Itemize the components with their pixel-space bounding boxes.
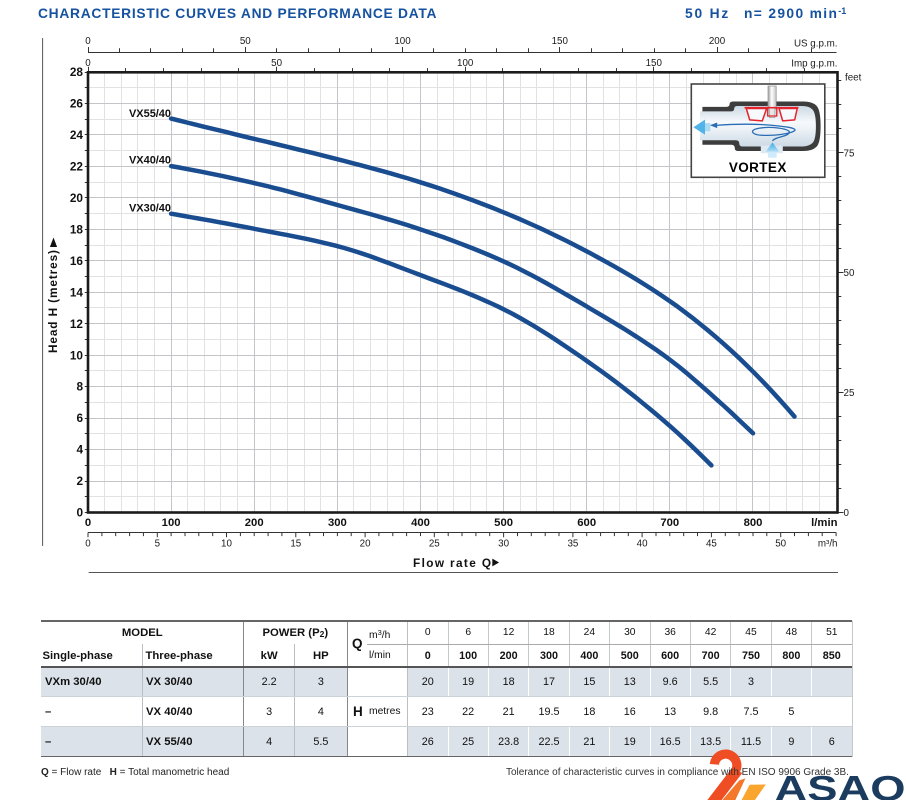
svg-text:VX55/40: VX55/40 bbox=[129, 108, 171, 120]
svg-text:50: 50 bbox=[271, 58, 282, 69]
svg-text:100: 100 bbox=[394, 36, 411, 47]
svg-text:l/min: l/min bbox=[811, 517, 837, 529]
svg-text:200: 200 bbox=[245, 517, 264, 529]
svg-text:6: 6 bbox=[76, 411, 83, 425]
svg-text:300: 300 bbox=[328, 517, 347, 529]
svg-text:25: 25 bbox=[429, 539, 440, 550]
svg-text:500: 500 bbox=[494, 517, 513, 529]
svg-text:8: 8 bbox=[76, 380, 83, 394]
svg-text:ASAO: ASAO bbox=[775, 770, 906, 800]
svg-text:40: 40 bbox=[637, 539, 648, 550]
svg-text:2: 2 bbox=[76, 474, 83, 488]
svg-text:22: 22 bbox=[70, 160, 84, 174]
svg-text:Imp g.p.m.: Imp g.p.m. bbox=[791, 59, 837, 70]
svg-text:600: 600 bbox=[577, 517, 596, 529]
svg-text:16: 16 bbox=[70, 254, 84, 268]
svg-text:100: 100 bbox=[162, 517, 181, 529]
svg-text:0: 0 bbox=[85, 539, 91, 550]
svg-text:12: 12 bbox=[70, 317, 84, 331]
svg-text:0: 0 bbox=[85, 517, 91, 529]
svg-text:10: 10 bbox=[70, 348, 84, 362]
svg-text:35: 35 bbox=[567, 539, 578, 550]
svg-text:VX40/40: VX40/40 bbox=[129, 155, 171, 167]
svg-text:m³/h: m³/h bbox=[818, 539, 838, 550]
svg-text:20: 20 bbox=[70, 191, 84, 205]
svg-text:75: 75 bbox=[844, 148, 855, 159]
svg-text:30: 30 bbox=[498, 539, 509, 550]
svg-text:150: 150 bbox=[646, 58, 663, 69]
svg-text:50: 50 bbox=[844, 268, 855, 279]
svg-text:feet: feet bbox=[845, 73, 862, 84]
svg-text:0: 0 bbox=[85, 36, 91, 47]
svg-text:Head H (metres): Head H (metres) bbox=[46, 250, 60, 353]
svg-text:400: 400 bbox=[411, 517, 430, 529]
svg-text:0: 0 bbox=[844, 508, 850, 519]
svg-text:5: 5 bbox=[155, 539, 161, 550]
svg-text:0: 0 bbox=[76, 506, 83, 520]
svg-text:800: 800 bbox=[744, 517, 763, 529]
svg-text:14: 14 bbox=[70, 285, 84, 299]
svg-text:0: 0 bbox=[85, 58, 91, 69]
svg-text:VORTEX: VORTEX bbox=[729, 160, 787, 175]
svg-text:100: 100 bbox=[457, 58, 474, 69]
svg-text:45: 45 bbox=[706, 539, 717, 550]
svg-text:28: 28 bbox=[70, 65, 84, 79]
svg-text:10: 10 bbox=[221, 539, 232, 550]
svg-text:200: 200 bbox=[709, 36, 726, 47]
svg-text:24: 24 bbox=[70, 128, 84, 142]
svg-text:50: 50 bbox=[775, 539, 786, 550]
svg-text:US g.p.m.: US g.p.m. bbox=[794, 39, 838, 50]
svg-text:50: 50 bbox=[240, 36, 251, 47]
svg-text:700: 700 bbox=[660, 517, 679, 529]
svg-text:26: 26 bbox=[70, 97, 84, 111]
svg-text:20: 20 bbox=[360, 539, 371, 550]
svg-text:15: 15 bbox=[290, 539, 301, 550]
svg-text:18: 18 bbox=[70, 222, 84, 236]
svg-text:VX30/40: VX30/40 bbox=[129, 203, 171, 215]
svg-text:25: 25 bbox=[844, 388, 855, 399]
svg-text:4: 4 bbox=[76, 443, 83, 457]
svg-text:Flow rate Q: Flow rate Q bbox=[413, 556, 491, 570]
svg-text:150: 150 bbox=[552, 36, 569, 47]
